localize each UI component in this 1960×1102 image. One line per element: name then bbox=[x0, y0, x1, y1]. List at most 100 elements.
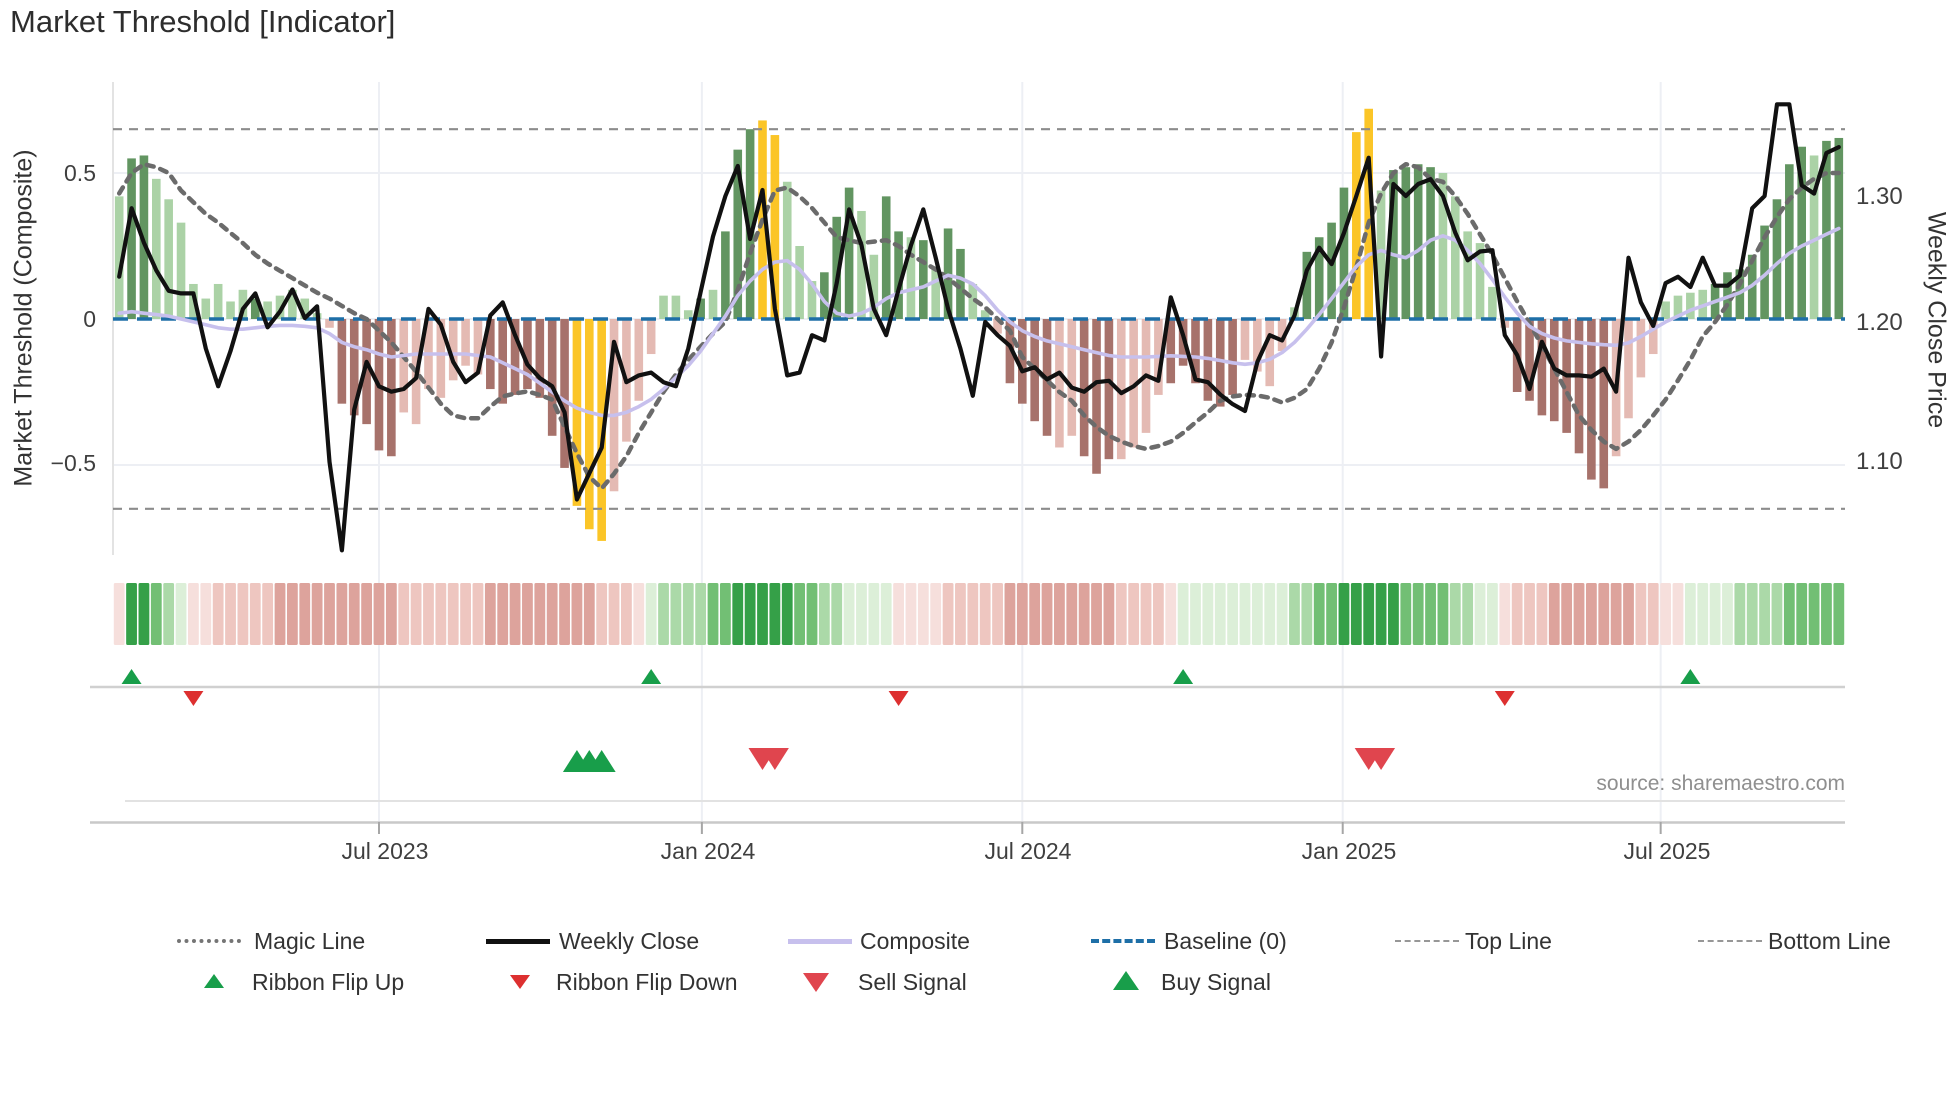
ribbon-cell bbox=[163, 583, 175, 645]
ribbon-cell bbox=[299, 583, 311, 645]
ribbon-flip-down-marker bbox=[1494, 691, 1515, 706]
ribbon-cell bbox=[732, 583, 744, 645]
ribbon-cell bbox=[1449, 583, 1461, 645]
right-tick-1_20: 1.20 bbox=[1856, 309, 1903, 336]
ribbon-cell bbox=[559, 583, 570, 645]
ribbon-cell bbox=[1548, 583, 1560, 645]
ribbon-cell bbox=[1152, 583, 1164, 645]
ribbon-cell bbox=[398, 583, 410, 645]
threshold-bar bbox=[1191, 319, 1200, 384]
ribbon-cell bbox=[1660, 583, 1672, 645]
ribbon-cell bbox=[992, 583, 1003, 645]
ribbon-cell bbox=[744, 583, 756, 645]
threshold-bar bbox=[213, 283, 223, 319]
ribbon-cell bbox=[126, 583, 137, 645]
ribbon-cell bbox=[1239, 583, 1251, 645]
threshold-bar bbox=[152, 178, 161, 319]
ribbon-cell bbox=[1647, 583, 1659, 645]
threshold-bar bbox=[1277, 319, 1287, 352]
threshold-bar bbox=[1253, 319, 1262, 372]
threshold-bar bbox=[349, 319, 359, 416]
ribbon-cell bbox=[212, 583, 224, 645]
ribbon-cell bbox=[286, 583, 298, 645]
weekly-close-swatch bbox=[486, 939, 550, 944]
threshold-bar bbox=[288, 289, 297, 319]
threshold-bar bbox=[1364, 108, 1373, 319]
threshold-bar bbox=[993, 319, 1002, 334]
threshold-bar bbox=[1772, 199, 1782, 319]
ribbon-cell bbox=[1511, 583, 1523, 645]
baseline-swatch bbox=[1091, 939, 1155, 943]
threshold-bar bbox=[523, 319, 532, 390]
threshold-bar bbox=[1463, 231, 1472, 319]
threshold-bar bbox=[399, 319, 409, 413]
threshold-bar bbox=[300, 298, 310, 319]
threshold-bar bbox=[745, 129, 755, 319]
right-tick-1_10: 1.10 bbox=[1856, 448, 1903, 475]
ribbon-cell bbox=[1350, 583, 1362, 645]
threshold-bar bbox=[1228, 319, 1237, 395]
ribbon-cell bbox=[188, 583, 199, 645]
threshold-bar bbox=[1648, 319, 1658, 355]
ribbon-cell bbox=[1041, 583, 1053, 645]
ribbon-cell bbox=[806, 583, 818, 645]
ribbon-cell bbox=[1734, 583, 1746, 645]
ribbon-cell bbox=[1610, 583, 1622, 645]
ribbon-cell bbox=[484, 583, 496, 645]
threshold-bar bbox=[807, 281, 817, 319]
right-axis-title: Weekly Close Price bbox=[1922, 211, 1951, 429]
ribbon-cell bbox=[472, 583, 484, 645]
ribbon-cell bbox=[868, 583, 880, 645]
ribbon-cell bbox=[1585, 583, 1597, 645]
ribbon-cell bbox=[769, 583, 781, 645]
ribbon-cell bbox=[1400, 583, 1412, 645]
threshold-bar bbox=[263, 301, 272, 319]
ribbon-cell bbox=[1091, 583, 1102, 645]
threshold-bar bbox=[733, 149, 743, 319]
ribbon-cell bbox=[1301, 583, 1313, 645]
ribbon-cell bbox=[1808, 583, 1820, 645]
composite-line bbox=[117, 226, 1841, 418]
legend-label-weekly-close: Weekly Close bbox=[559, 928, 700, 954]
threshold-bar bbox=[585, 319, 594, 530]
weekly-close-line bbox=[117, 102, 1841, 553]
legend-label-top-line: Top Line bbox=[1465, 928, 1552, 954]
ribbon-cell bbox=[917, 583, 929, 645]
ribbon-cell bbox=[1499, 583, 1511, 645]
threshold-bar bbox=[770, 135, 780, 319]
ribbon-cell bbox=[497, 583, 509, 645]
threshold-bar bbox=[176, 222, 186, 319]
threshold-bar bbox=[1451, 196, 1460, 319]
legend-label-buy-signal: Buy Signal bbox=[1161, 969, 1271, 995]
threshold-bar bbox=[659, 295, 668, 319]
ribbon-cell bbox=[682, 583, 694, 645]
ribbon-cell bbox=[262, 583, 274, 645]
ribbon-cell bbox=[113, 583, 125, 645]
ribbon-cell bbox=[1227, 583, 1239, 645]
threshold-bar bbox=[325, 319, 334, 328]
threshold-bar bbox=[634, 319, 644, 401]
threshold-bar bbox=[337, 319, 347, 404]
sell-signal-icon bbox=[803, 973, 829, 992]
ribbon-cell bbox=[1375, 583, 1387, 645]
ribbon-cell bbox=[1289, 583, 1300, 645]
ribbon-flip-up-marker bbox=[121, 669, 142, 684]
ribbon-cell bbox=[942, 583, 954, 645]
ribbon-cell bbox=[447, 583, 459, 645]
threshold-bar bbox=[919, 240, 928, 319]
ribbon-cell bbox=[1078, 583, 1090, 645]
threshold-bar bbox=[1488, 286, 1497, 319]
ribbon-cell bbox=[979, 583, 991, 645]
ribbon-cell bbox=[274, 583, 286, 645]
ribbon-cell bbox=[880, 583, 892, 645]
threshold-bar bbox=[238, 289, 248, 319]
threshold-bar bbox=[646, 319, 656, 355]
ribbon-cell bbox=[348, 583, 360, 645]
ribbon-cell bbox=[1016, 583, 1028, 645]
ribbon-cell bbox=[905, 583, 917, 645]
ribbon-flip-down-marker bbox=[888, 691, 909, 706]
threshold-bar bbox=[226, 301, 235, 319]
threshold-bar bbox=[1661, 301, 1670, 319]
